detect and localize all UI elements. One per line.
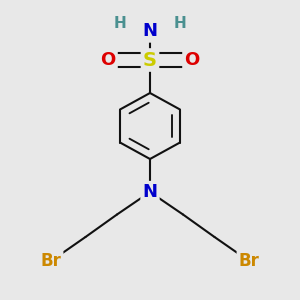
- Text: O: O: [184, 51, 200, 69]
- Text: S: S: [143, 50, 157, 70]
- Text: N: N: [142, 183, 158, 201]
- Text: H: H: [114, 16, 126, 32]
- Text: H: H: [174, 16, 186, 32]
- Text: N: N: [142, 22, 158, 40]
- Text: Br: Br: [238, 252, 260, 270]
- Text: Br: Br: [40, 252, 61, 270]
- Text: O: O: [100, 51, 116, 69]
